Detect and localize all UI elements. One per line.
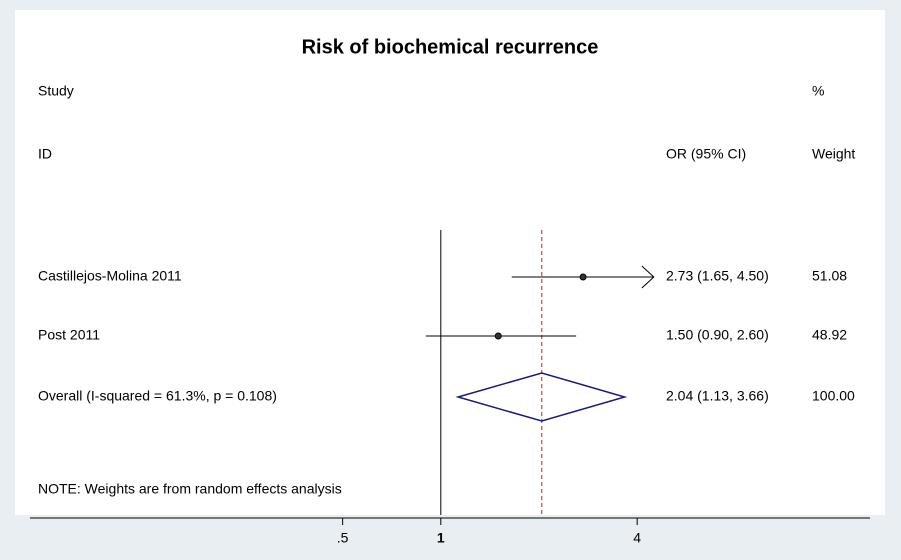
weight-label: 48.92 (812, 327, 847, 343)
header-id: ID (38, 146, 52, 162)
header-study: Study (38, 83, 74, 99)
header-effect: OR (95% CI) (666, 146, 746, 162)
x-tick-label: .5 (337, 530, 349, 546)
effect-label: 2.04 (1.13, 3.66) (666, 388, 769, 404)
plot-area (15, 10, 885, 515)
weight-label: 100.00 (812, 388, 855, 404)
point-estimate (579, 273, 587, 281)
x-tick-label: 4 (633, 530, 641, 546)
study-label: Overall (I-squared = 61.3%, p = 0.108) (38, 388, 277, 404)
note: NOTE: Weights are from random effects an… (38, 481, 342, 497)
header-weight: Weight (812, 146, 855, 162)
chart-title: Risk of biochemical recurrence (302, 36, 599, 58)
effect-label: 2.73 (1.65, 4.50) (666, 268, 769, 284)
ci-arrow (641, 265, 655, 289)
effect-label: 1.50 (0.90, 2.60) (666, 327, 769, 343)
weight-label: 51.08 (812, 268, 847, 284)
point-estimate (494, 332, 502, 340)
study-label: Castillejos-Molina 2011 (38, 268, 182, 284)
header-percent: % (812, 83, 824, 99)
overall-diamond (455, 372, 628, 422)
study-label: Post 2011 (38, 327, 100, 343)
x-tick-label: 1 (437, 530, 445, 546)
